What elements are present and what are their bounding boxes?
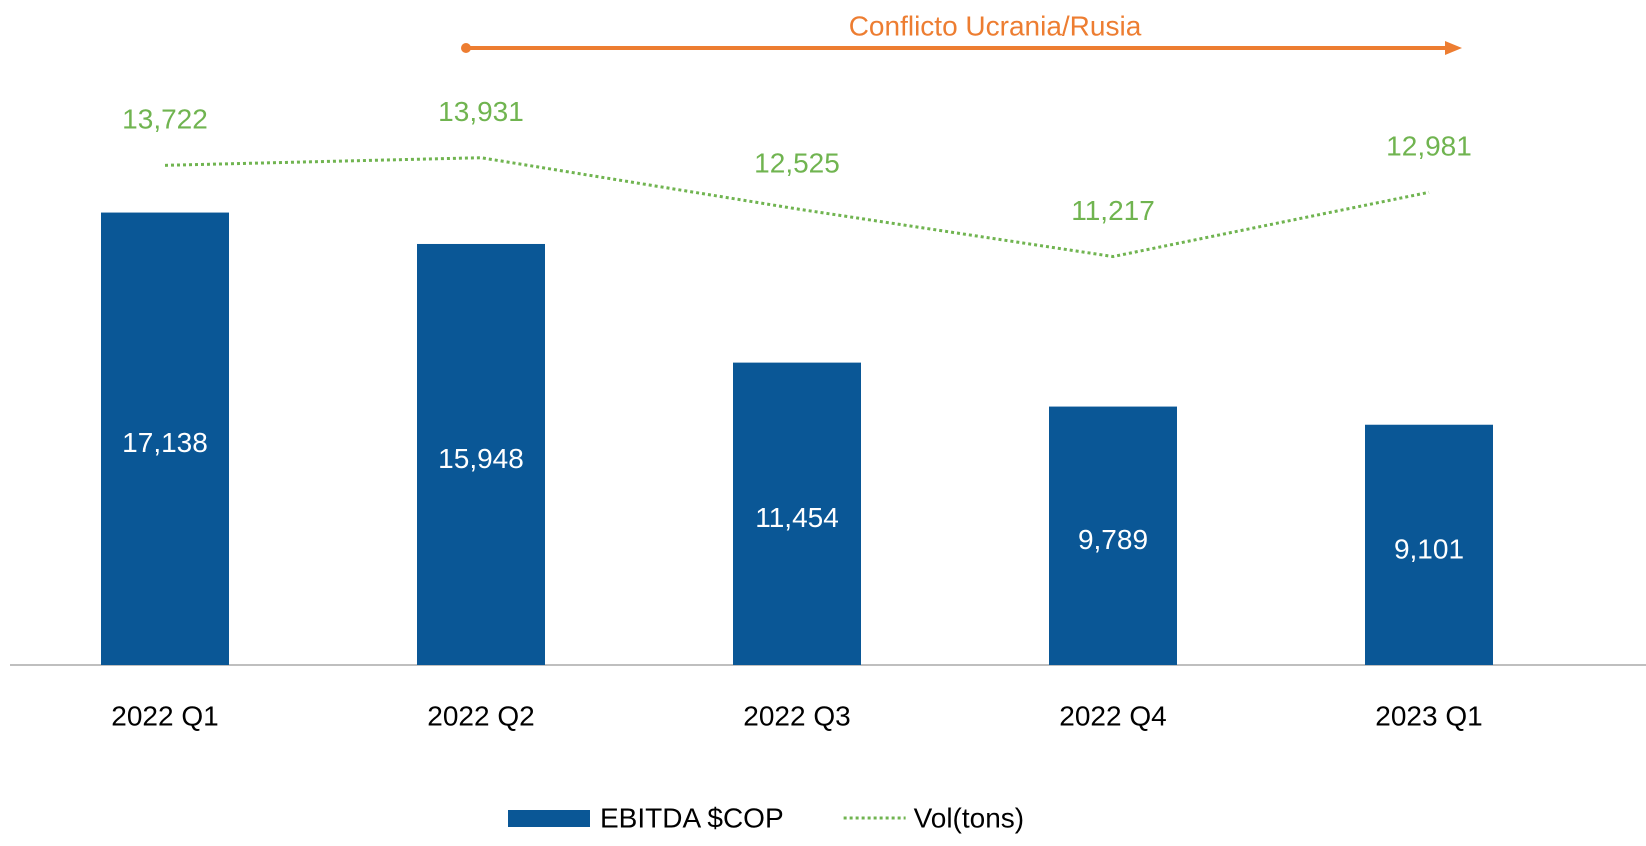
bar-label: 9,101 <box>1394 533 1464 564</box>
line-label: 13,931 <box>438 96 524 127</box>
legend-label: EBITDA $COP <box>600 802 784 833</box>
line <box>164 156 1430 259</box>
bar <box>417 243 545 666</box>
bar-label: 17,138 <box>122 427 208 458</box>
x-tick-label: 2022 Q2 <box>427 700 534 731</box>
line-label: 12,525 <box>754 147 840 178</box>
x-tick-label: 2022 Q3 <box>743 700 850 731</box>
legend-label: Vol(tons) <box>914 802 1025 833</box>
annotation: Conflicto Ucrania/Rusia <box>849 10 1142 41</box>
line-label: 11,217 <box>1071 195 1155 226</box>
arrow-head <box>1445 41 1462 55</box>
bar <box>101 212 229 665</box>
x-tick-label: 2022 Q1 <box>111 700 218 731</box>
bar <box>1049 406 1177 665</box>
line-label: 13,722 <box>122 104 208 135</box>
bar-label: 9,789 <box>1078 524 1148 555</box>
x-tick-label: 2022 Q4 <box>1059 700 1166 731</box>
bar-label: 11,454 <box>755 502 839 533</box>
line-label: 12,981 <box>1386 131 1472 162</box>
legend-swatch <box>508 810 590 827</box>
bar <box>733 362 861 665</box>
x-tick-label: 2023 Q1 <box>1375 700 1482 731</box>
bar <box>1365 424 1493 665</box>
bar-label: 15,948 <box>438 443 524 474</box>
